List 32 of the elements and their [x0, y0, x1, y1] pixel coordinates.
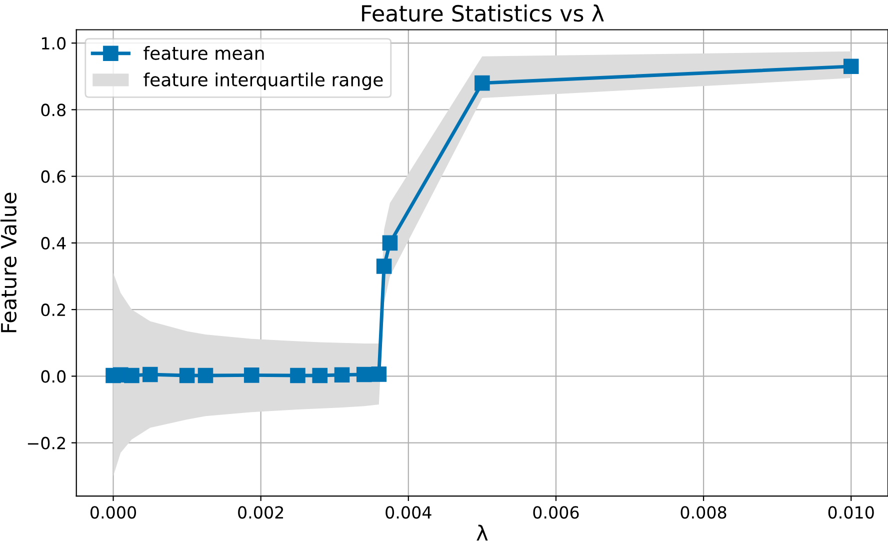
point [198, 368, 214, 384]
point [474, 75, 490, 91]
point [382, 235, 398, 251]
x-tick-label: 0.002 [238, 506, 284, 519]
x-tick-label: 0.000 [90, 506, 136, 519]
point [244, 368, 260, 383]
chart-title: Feature Statistics vs λ [362, 4, 604, 22]
x-tick-label: 0.006 [533, 506, 579, 519]
point [142, 366, 158, 382]
point [376, 258, 392, 274]
x-tick-label: 0.004 [386, 506, 432, 519]
y-tick-label: 0.6 [41, 170, 66, 183]
x-tick-label: 0.008 [680, 506, 726, 519]
y-tick-label: 1.0 [42, 37, 66, 50]
legend-label: feature mean [144, 46, 264, 60]
point [312, 368, 328, 384]
y-tick-label: 0.8 [41, 104, 66, 116]
x-axis-title: λ [476, 524, 488, 541]
point [124, 368, 140, 384]
point [334, 367, 350, 382]
x-tick-label: 0.010 [828, 506, 874, 519]
point [371, 366, 387, 382]
point [290, 368, 306, 384]
y-tick-label: 0.0 [41, 370, 66, 383]
point [179, 368, 195, 384]
y-tick-label: −0.2 [28, 436, 65, 450]
legend-label: feature interquartile range [144, 72, 383, 90]
y-tick-label: 0.2 [41, 304, 65, 316]
y-axis-title: Feature Value [0, 192, 17, 332]
y-tick-label: 0.4 [41, 236, 66, 250]
point [356, 366, 372, 382]
point [843, 58, 859, 74]
